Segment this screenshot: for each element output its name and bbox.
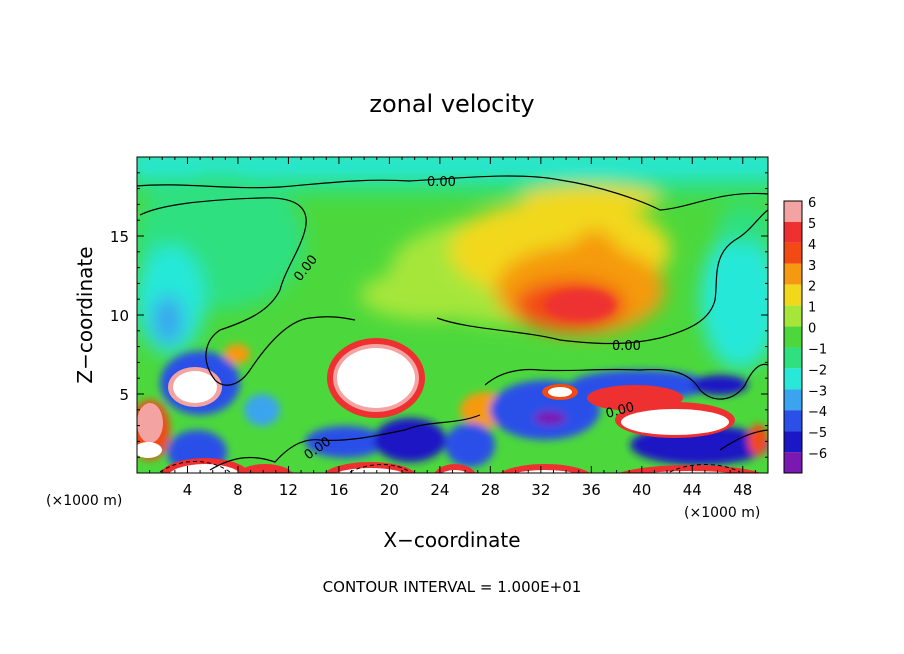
x-tick-label: 16 [329,481,348,499]
colorbar-swatch [784,242,802,264]
y-axis: 5 10 15 [110,172,768,458]
colorbar-swatch [784,263,802,285]
colorbar-label: −1 [808,342,827,357]
colorbar-swatch [784,410,802,432]
colorbar-label: 0 [808,322,816,337]
colorbar-swatch [784,347,802,369]
colorbar-swatch [784,221,802,243]
x-unit-right: (×1000 m) [684,505,760,521]
colorbar-swatch [784,389,802,411]
y-axis-label: Z−coordinate [73,246,97,383]
colorbar-label: 5 [808,217,816,232]
x-axis: 4 8 12 16 20 24 28 32 36 40 44 48 [149,157,756,499]
colorbar-label: −2 [808,363,827,378]
velocity-field: 0.00 0.00 0.00 0.00 0.00 [137,157,768,473]
x-tick-label: 28 [481,481,500,499]
field-strong-cores [137,338,761,473]
colorbar-swatch [784,201,802,222]
negative-contours-dashed [159,461,741,473]
x-tick-label: 4 [183,481,193,499]
colorbar-swatch [784,284,802,306]
colorbar-label: 1 [808,301,816,316]
colorbar-label: 3 [808,259,816,274]
colorbar: 6 5 4 3 2 1 0 −1 −2 −3 −4 −5 −6 [783,196,827,474]
x-tick-label: 12 [279,481,298,499]
field-broad-regions [137,157,768,370]
colorbar-label: −5 [808,426,827,441]
contour-label: 0.00 [612,339,641,354]
y-tick-label: 15 [110,228,129,246]
x-unit-left: (×1000 m) [46,493,122,509]
chart-title: zonal velocity [369,90,534,118]
colorbar-frame [783,200,803,474]
contour-interval-note: CONTOUR INTERVAL = 1.000E+01 [323,578,582,596]
colorbar-label: −6 [808,447,827,462]
colorbar-label: 2 [808,280,816,295]
colorbar-label: 4 [808,238,816,253]
colorbar-label: −4 [808,405,827,420]
contour-label: 0.00 [604,400,636,422]
x-tick-label: 48 [733,481,752,499]
colorbar-swatch [784,326,802,348]
colorbar-swatch [784,452,802,473]
colorbar-swatch [784,305,802,327]
colorbar-swatch [784,368,802,390]
zero-contours [137,175,768,471]
y-tick-label: 5 [119,386,129,404]
colorbar-swatch [784,431,802,453]
x-tick-label: 24 [430,481,449,499]
x-tick-label: 40 [632,481,651,499]
contour-label: 0.00 [427,175,456,190]
colorbar-label: 6 [808,196,816,211]
x-axis-label: X−coordinate [383,528,520,552]
y-tick-label: 10 [110,307,129,325]
colorbar-label: −3 [808,384,827,399]
x-tick-label: 20 [380,481,399,499]
x-tick-label: 32 [531,481,550,499]
x-tick-label: 44 [683,481,702,499]
x-tick-label: 8 [233,481,243,499]
x-tick-label: 36 [582,481,601,499]
